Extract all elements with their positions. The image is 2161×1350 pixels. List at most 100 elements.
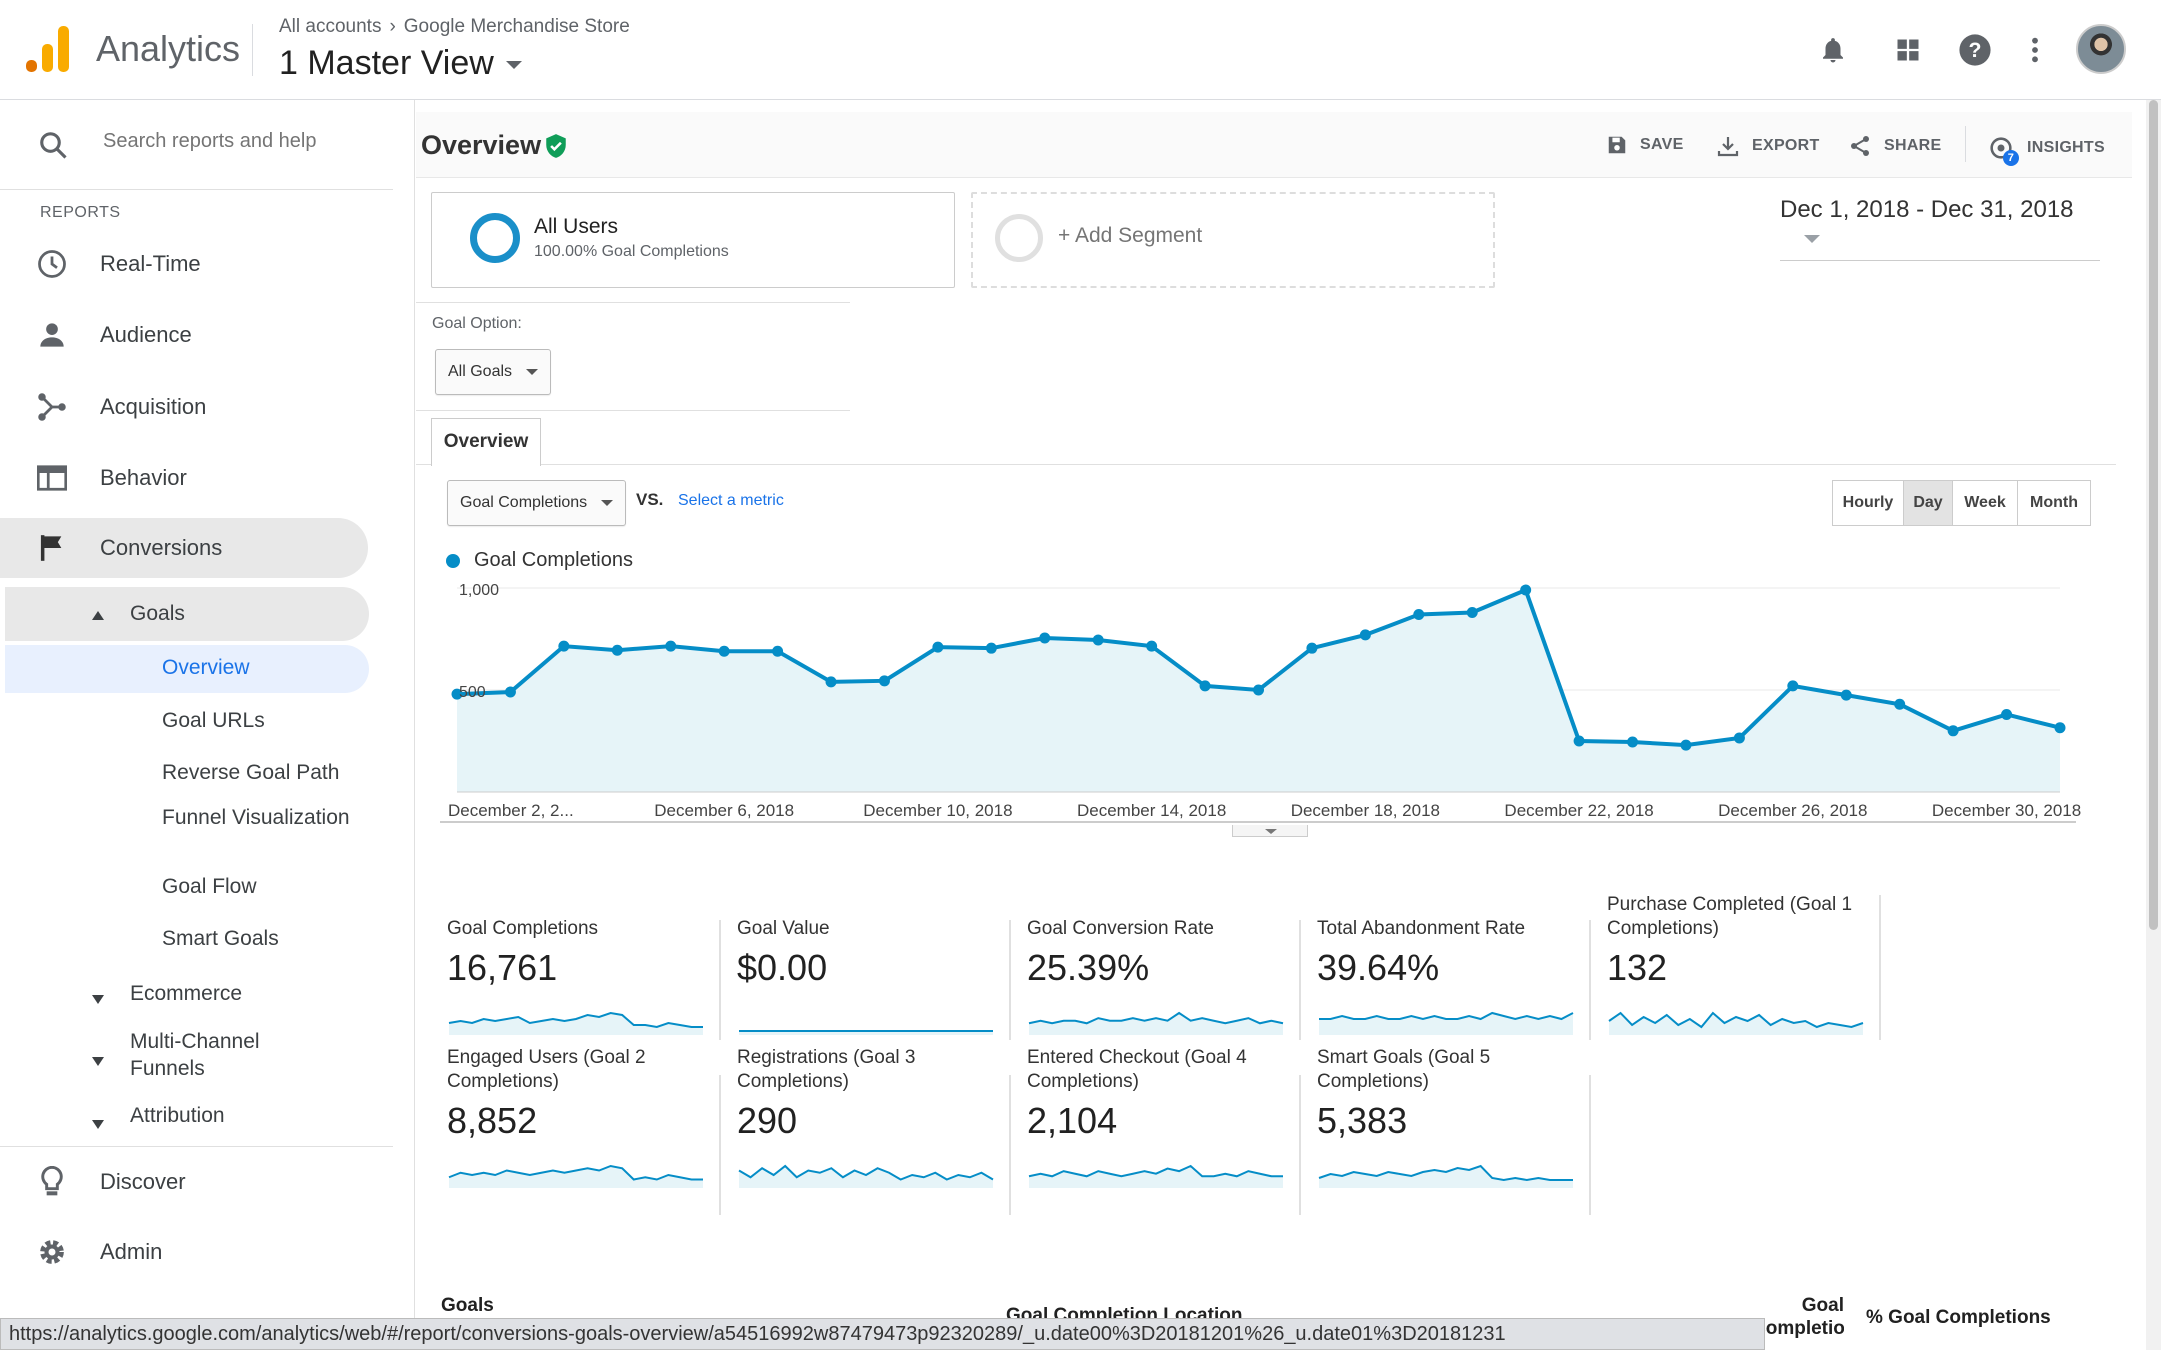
- sparkline: [1608, 1011, 1864, 1035]
- save-label: SAVE: [1640, 136, 1684, 153]
- sidebar-item-audience[interactable]: Audience: [0, 305, 393, 365]
- insights-button[interactable]: 7 INSIGHTS: [1987, 134, 2105, 166]
- table-header-pct-completions[interactable]: % Goal Completions: [1866, 1307, 2051, 1328]
- card-divider: [1299, 920, 1301, 1040]
- chart-collapse-toggle[interactable]: [1232, 825, 1308, 837]
- scrollbar[interactable]: [2146, 100, 2161, 1350]
- table-header-completions[interactable]: Goal Completions: [1752, 1295, 1844, 1339]
- behavior-icon: [36, 462, 68, 494]
- metric-card[interactable]: Entered Checkout (Goal 4 Completions) 2,1…: [1027, 1046, 1297, 1196]
- sidebar-item-conversions[interactable]: Conversions: [0, 518, 368, 578]
- sparkline-area: [1609, 1013, 1863, 1035]
- avatar[interactable]: [2076, 24, 2126, 74]
- bell-icon[interactable]: [1813, 30, 1853, 70]
- sparkline: [448, 1011, 703, 1035]
- sidebar-item-behavior[interactable]: Behavior: [0, 448, 393, 508]
- metric-select[interactable]: Goal Completions: [447, 480, 627, 526]
- granularity-month[interactable]: Month: [2017, 480, 2091, 526]
- sidebar-item-discover[interactable]: Discover: [0, 1152, 393, 1212]
- metric-card[interactable]: Goal Completions 16,761: [447, 893, 717, 1043]
- sidebar-item-goals-overview[interactable]: Overview: [162, 656, 250, 679]
- sidebar-item-attribution[interactable]: Attribution: [130, 1104, 225, 1127]
- breadcrumb[interactable]: All accounts › Google Merchandise Store: [279, 16, 630, 38]
- save-button[interactable]: SAVE: [1606, 134, 1684, 156]
- metric-card[interactable]: Purchase Completed (Goal 1 Completions) 1…: [1607, 893, 1877, 1043]
- sidebar-item-funnel-visualization[interactable]: Funnel Visualization: [162, 806, 350, 829]
- x-tick-label: December 30, 2018: [1932, 801, 2081, 820]
- breadcrumb-property[interactable]: Google Merchandise Store: [403, 16, 630, 37]
- metric-label: Entered Checkout (Goal 4 Completions): [1027, 1047, 1247, 1092]
- card-divider: [719, 920, 721, 1040]
- help-icon[interactable]: ?: [1955, 30, 1995, 70]
- add-segment-label: + Add Segment: [1058, 224, 1203, 247]
- sidebar-item-label: Behavior: [100, 465, 187, 490]
- export-button[interactable]: EXPORT: [1716, 134, 1820, 158]
- share-button[interactable]: SHARE: [1848, 134, 1942, 158]
- metric-card[interactable]: Goal Conversion Rate 25.39%: [1027, 893, 1297, 1043]
- sidebar-item-reverse-goal-path[interactable]: Reverse Goal Path: [162, 761, 340, 784]
- metric-card[interactable]: Engaged Users (Goal 2 Completions) 8,852: [447, 1046, 717, 1196]
- sparkline: [1028, 1164, 1283, 1188]
- table-header-goals[interactable]: Goals: [441, 1295, 494, 1316]
- x-tick-label: December 6, 2018: [654, 801, 794, 820]
- chevron-down-icon: [601, 500, 614, 506]
- sidebar-search[interactable]: [0, 100, 393, 190]
- granularity-hourly[interactable]: Hourly: [1832, 480, 1904, 526]
- sidebar-item-goals[interactable]: Goals: [130, 602, 185, 625]
- sparkline-area: [1029, 1166, 1283, 1188]
- view-selector[interactable]: 1 Master View: [279, 44, 522, 83]
- metric-card[interactable]: Registrations (Goal 3 Completions) 290: [737, 1046, 1007, 1196]
- date-range-picker[interactable]: Dec 1, 2018 - Dec 31, 2018: [1780, 196, 2100, 261]
- tab-overview[interactable]: Overview: [431, 418, 541, 466]
- search-input[interactable]: [103, 130, 363, 153]
- sidebar-item-label: Conversions: [100, 535, 223, 560]
- segment-card-all-users[interactable]: All Users 100.00% Goal Completions: [431, 192, 955, 288]
- chevron-down-icon[interactable]: [92, 986, 104, 1010]
- data-point: [1627, 736, 1639, 748]
- data-point: [1947, 725, 1959, 737]
- goals-collapse-toggle[interactable]: [92, 602, 104, 626]
- granularity-day[interactable]: Day: [1903, 480, 1953, 526]
- data-point: [1573, 735, 1585, 747]
- data-point: [1146, 640, 1158, 652]
- more-vert-icon[interactable]: [2015, 30, 2055, 70]
- metric-card[interactable]: Goal Value $0.00: [737, 893, 1007, 1043]
- chevron-down-icon[interactable]: [92, 1111, 104, 1135]
- sidebar-item-goal-flow[interactable]: Goal Flow: [162, 875, 257, 898]
- sidebar-item-smart-goals[interactable]: Smart Goals: [162, 927, 279, 950]
- add-segment-button[interactable]: + Add Segment: [971, 192, 1495, 288]
- metric-label: Purchase Completed (Goal 1 Completions): [1607, 894, 1853, 939]
- data-point: [558, 640, 570, 652]
- sidebar-divider: [0, 1146, 393, 1147]
- chevron-down-icon[interactable]: [92, 1048, 104, 1072]
- header-divider: [252, 24, 253, 76]
- page-title: Overview: [421, 130, 542, 160]
- sidebar-item-goal-urls[interactable]: Goal URLs: [162, 709, 265, 732]
- breadcrumb-accounts[interactable]: All accounts: [279, 16, 382, 37]
- sparkline: [739, 1030, 993, 1035]
- metric-card[interactable]: Smart Goals (Goal 5 Completions) 5,383: [1317, 1046, 1587, 1196]
- sidebar-item-multi-channel-funnels[interactable]: Multi-Channel Funnels: [130, 1030, 260, 1080]
- sidebar-item-acquisition[interactable]: Acquisition: [0, 377, 393, 437]
- goal-option-value: All Goals: [448, 363, 513, 380]
- metric-label: Goal Completions: [447, 918, 599, 939]
- y-tick-label: 500: [459, 684, 486, 701]
- apps-grid-icon[interactable]: [1888, 30, 1928, 70]
- goal-option-label: Goal Option:: [432, 315, 522, 332]
- sidebar-item-admin[interactable]: Admin: [0, 1222, 393, 1282]
- goal-option-select[interactable]: All Goals: [435, 349, 552, 395]
- select-metric-link[interactable]: Select a metric: [678, 492, 784, 509]
- card-divider: [1589, 920, 1591, 1040]
- sparkline-area: [449, 1166, 703, 1188]
- analytics-logo-icon[interactable]: [26, 26, 70, 72]
- granularity-week[interactable]: Week: [1952, 480, 2018, 526]
- metric-card[interactable]: Total Abandonment Rate 39.64%: [1317, 893, 1587, 1043]
- data-point: [451, 688, 463, 700]
- metric-value: 2,104: [1027, 1100, 1118, 1141]
- scrollbar-thumb[interactable]: [2149, 100, 2158, 930]
- data-point: [718, 645, 730, 657]
- sparkline-line: [1608, 1011, 1864, 1029]
- sidebar-item-real-time[interactable]: Real-Time: [0, 234, 393, 294]
- sidebar-item-ecommerce[interactable]: Ecommerce: [130, 982, 243, 1005]
- sparkline-line: [1319, 1011, 1574, 1021]
